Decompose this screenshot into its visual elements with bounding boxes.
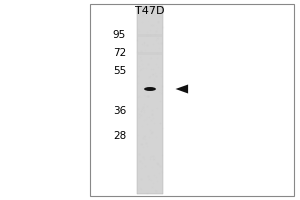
Bar bbox=[137, 34, 163, 37]
Polygon shape bbox=[176, 85, 188, 94]
Text: 95: 95 bbox=[113, 30, 126, 40]
Text: T47D: T47D bbox=[135, 6, 165, 16]
Bar bbox=[90, 4, 294, 196]
Bar bbox=[137, 6, 163, 194]
Ellipse shape bbox=[144, 87, 156, 91]
Text: 55: 55 bbox=[113, 66, 126, 76]
Text: 36: 36 bbox=[113, 106, 126, 116]
Bar bbox=[137, 52, 163, 55]
Text: 72: 72 bbox=[113, 48, 126, 58]
Text: 28: 28 bbox=[113, 131, 126, 141]
